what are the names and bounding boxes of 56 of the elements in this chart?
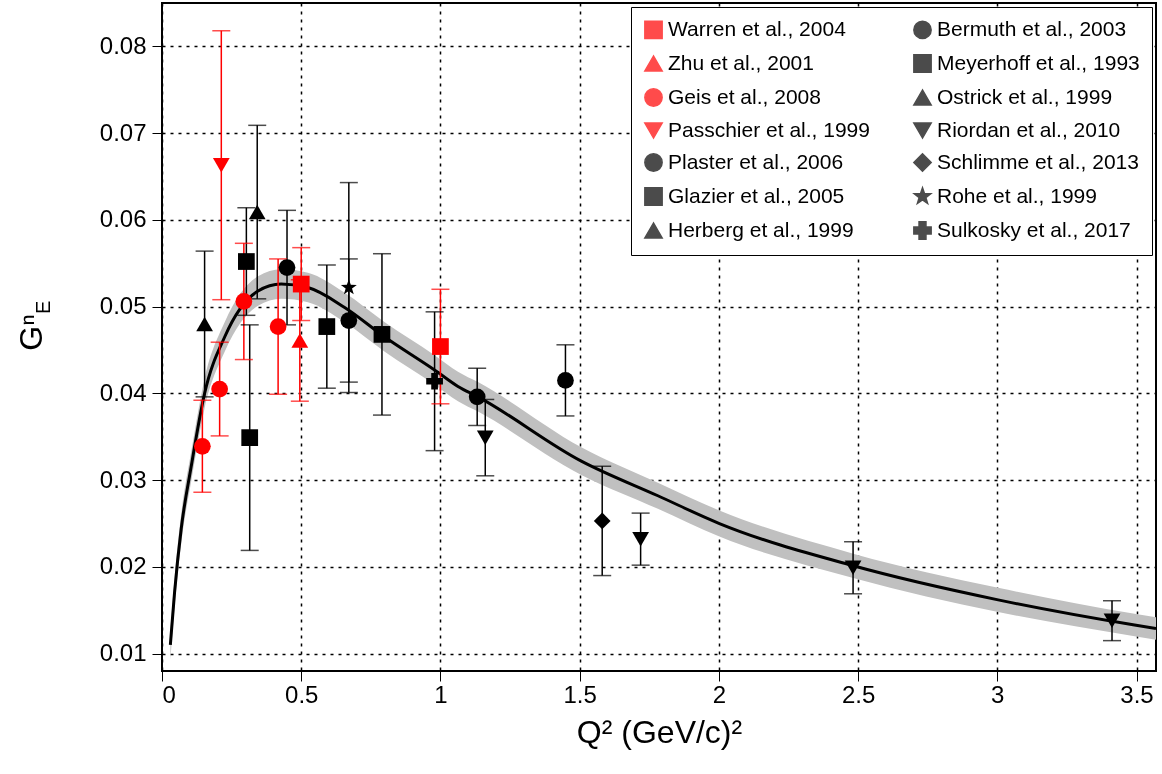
legend-label: Ostrick et al., 1999 (937, 84, 1113, 108)
y-tick-label: 0.02 (99, 552, 147, 580)
point (476, 430, 494, 445)
x-tick-label: 1.5 (563, 680, 597, 708)
legend-label: Passchier et al., 1999 (668, 117, 870, 141)
point (318, 318, 336, 335)
point (211, 380, 228, 398)
legend-label: Herberg et al., 1999 (668, 217, 854, 241)
point (593, 512, 611, 530)
point (248, 204, 266, 220)
x-tick-label: 2.5 (841, 680, 876, 708)
point (557, 372, 574, 389)
x-axis-title: Q² (GeV/c)² (576, 713, 743, 750)
legend-label: Riordan et al., 2010 (937, 117, 1121, 141)
x-tick-label: 1 (434, 680, 448, 708)
y-tick-label: 0.08 (99, 31, 147, 59)
point (432, 338, 449, 355)
legend-label: Schlimme et al., 2013 (937, 149, 1139, 173)
legend-label: Plaster et al., 2006 (668, 149, 844, 173)
point (426, 372, 443, 390)
point (196, 316, 213, 332)
point (340, 312, 358, 329)
point (468, 388, 486, 406)
legend-label: Zhu et al., 2001 (668, 50, 814, 74)
x-tick-label: 2 (712, 680, 727, 708)
point (212, 157, 230, 173)
point (194, 437, 211, 455)
y-tick-label: 0.05 (99, 292, 147, 320)
legend-label: Meyerhoff et al., 1993 (937, 50, 1140, 74)
point (291, 333, 309, 348)
legend-label: Geis et al., 2008 (668, 84, 821, 108)
point (373, 326, 391, 343)
x-tick-label: 0.5 (285, 680, 319, 708)
point (278, 259, 296, 276)
y-tick-label: 0.07 (99, 118, 147, 146)
point (292, 275, 310, 293)
x-tick-label: 3 (991, 680, 1005, 708)
point (340, 279, 357, 295)
legend-label: Sulkosky et al., 2017 (937, 217, 1131, 241)
x-tick-label: 0 (162, 680, 176, 708)
point (241, 429, 259, 446)
point (844, 560, 862, 576)
legend-label: Bermuth et al., 2003 (937, 16, 1127, 40)
point (269, 318, 287, 335)
y-tick-label: 0.06 (99, 205, 147, 233)
point (235, 293, 253, 310)
y-tick-label: 0.04 (99, 378, 147, 406)
y-tick-label: 0.03 (99, 465, 147, 493)
point (238, 253, 255, 270)
point (632, 531, 649, 547)
point (1103, 613, 1121, 628)
legend-label: Warren et al., 2004 (668, 16, 847, 40)
y-tick-label: 0.01 (99, 639, 147, 667)
legend-label: Rohe et al., 1999 (937, 183, 1097, 207)
legend-label: Glazier et al., 2005 (668, 183, 845, 207)
x-tick-label: 3.5 (1120, 680, 1154, 708)
